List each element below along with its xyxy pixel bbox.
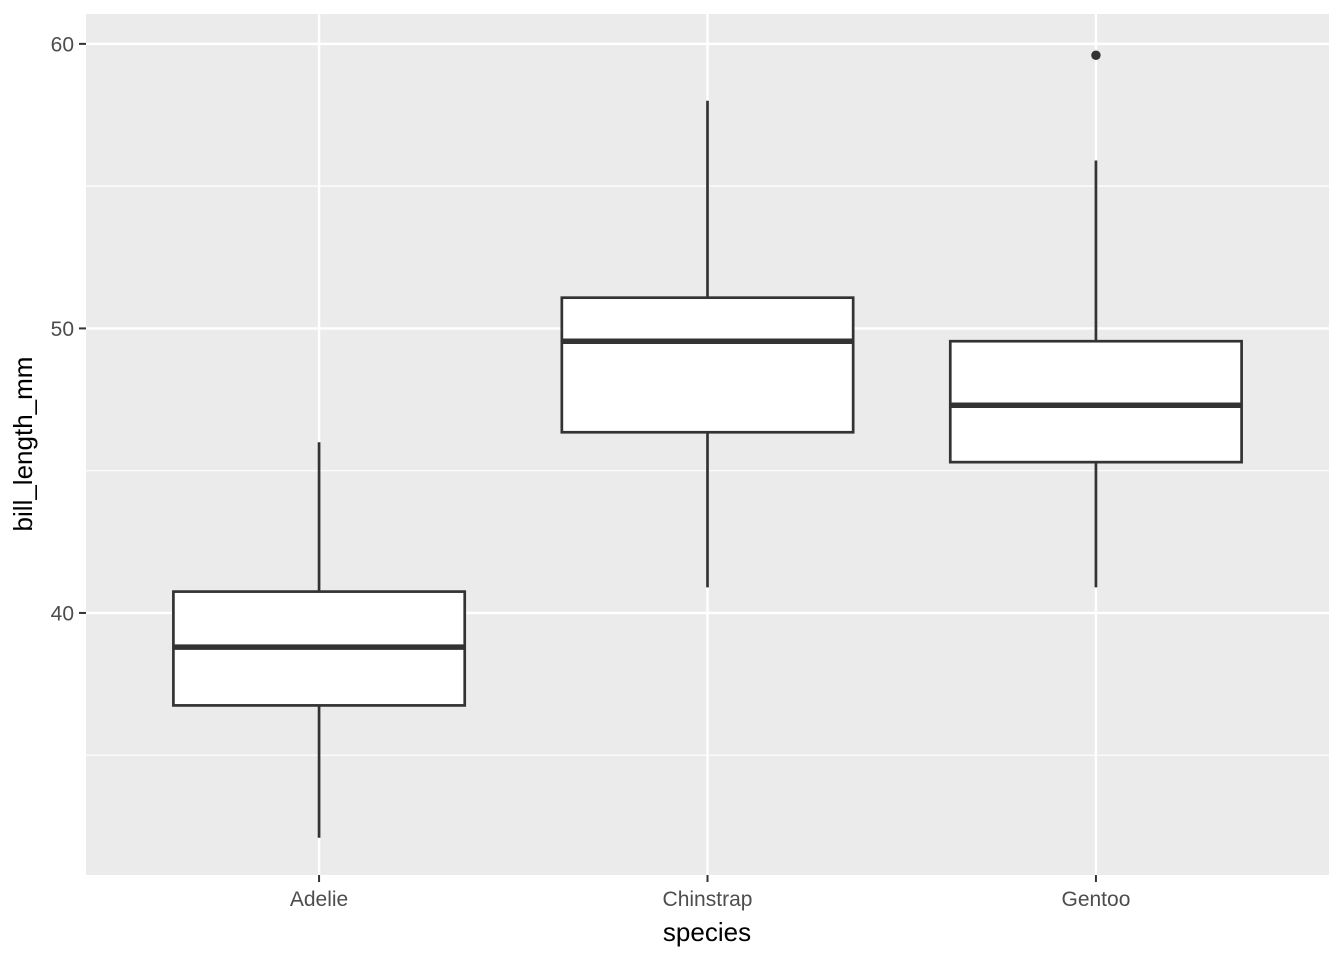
x-tick-label: Adelie — [290, 888, 348, 911]
axis-tick-marks — [79, 42, 1097, 882]
outlier-point — [1091, 50, 1101, 60]
boxplots — [172, 50, 1243, 838]
iqr-box — [948, 339, 1243, 464]
boxplot-chinstrap — [560, 100, 855, 588]
y-tick-label: 40 — [51, 602, 74, 625]
boxplot-gentoo — [948, 50, 1243, 588]
iqr-box — [560, 296, 855, 434]
y-tick-label: 50 — [51, 318, 74, 341]
y-axis-title: bill_length_mm — [8, 357, 38, 532]
boxplot-adelie — [172, 442, 467, 838]
y-tick-label: 60 — [51, 33, 74, 56]
axis-tick-labels: 40 50 60 Adelie Chinstrap Gentoo — [51, 33, 1131, 911]
x-axis-title: species — [663, 917, 751, 947]
x-tick-label: Chinstrap — [663, 888, 753, 911]
x-tick-label: Gentoo — [1061, 888, 1130, 911]
